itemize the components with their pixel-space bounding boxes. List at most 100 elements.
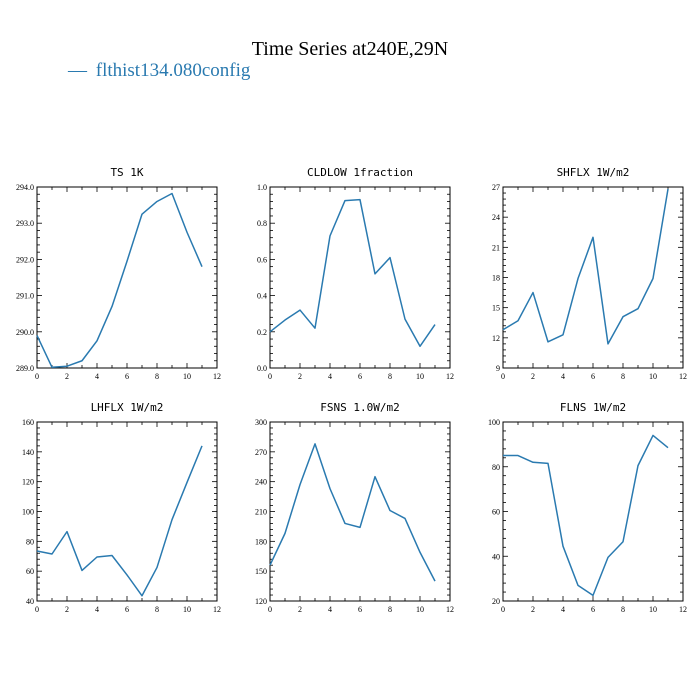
y-tick-label: 289.0 [16, 364, 34, 373]
x-tick-label: 0 [268, 605, 272, 614]
x-tick-label: 10 [183, 605, 191, 614]
y-tick-label: 9 [496, 364, 500, 373]
chart-panel-1: CLDLOW 1fraction 0 2 4 6 8 10 12 0.0 0.2 0.4 0.6 0.8… [257, 166, 454, 381]
series-line [269, 443, 436, 582]
figure-title: Time Series at240E,29N [252, 38, 448, 60]
panels: TS 1K0 2 4 6 8 10 12289.0290.0291.0292.0293.02… [16, 166, 687, 614]
x-tick-label: 4 [95, 372, 99, 381]
y-tick-label: 0.4 [257, 292, 267, 301]
x-tick-label: 4 [328, 372, 332, 381]
panel-title: FSNS 1.0W/m2 [320, 401, 399, 414]
x-tick-label: 10 [649, 605, 657, 614]
x-tick-label: 4 [561, 372, 565, 381]
y-tick-label: 270 [255, 448, 267, 457]
y-tick-label: 0.2 [257, 328, 267, 337]
y-tick-label: 180 [255, 537, 267, 546]
x-tick-label: 10 [183, 372, 191, 381]
x-tick-label: 4 [328, 605, 332, 614]
x-tick-label: 12 [679, 605, 687, 614]
x-tick-label: 2 [531, 372, 535, 381]
x-tick-label: 2 [298, 605, 302, 614]
panel-title: SHFLX 1W/m2 [557, 166, 630, 179]
x-tick-label: 12 [446, 372, 454, 381]
legend-entry: — flthist134.080config [67, 60, 251, 81]
x-tick-label: 8 [621, 372, 625, 381]
y-tick-label: 120 [255, 597, 267, 606]
y-tick-label: 21 [492, 243, 500, 252]
x-tick-label: 2 [65, 372, 69, 381]
y-tick-label: 210 [255, 508, 267, 517]
x-tick-label: 2 [298, 372, 302, 381]
chart-panel-4: FSNS 1.0W/m2 0 2 4 6 8 10 12 120 150 180 210 240 270 3… [255, 401, 454, 614]
x-tick-label: 0 [35, 605, 39, 614]
legend-label: flthist134.080config [96, 60, 251, 81]
panel-title: CLDLOW 1fraction [307, 166, 413, 179]
plot-frame [502, 421, 684, 602]
y-tick-label: 0.8 [257, 219, 267, 228]
x-tick-label: 0 [501, 372, 505, 381]
series-line [36, 445, 203, 597]
chart-panel-5: FLNS 1W/m2 0 2 4 6 8 10 12 20 40 60 80 100 [488, 401, 687, 614]
x-tick-label: 2 [531, 605, 535, 614]
x-tick-label: 10 [416, 605, 424, 614]
x-tick-label: 0 [268, 372, 272, 381]
x-tick-label: 6 [358, 372, 362, 381]
x-tick-label: 4 [561, 605, 565, 614]
x-tick-label: 4 [95, 605, 99, 614]
y-tick-label: 160 [22, 418, 34, 427]
y-tick-label: 290.0 [16, 328, 34, 337]
legend-line-marker: — [67, 60, 88, 81]
y-tick-label: 60 [26, 567, 34, 576]
y-tick-label: 24 [492, 213, 500, 222]
x-tick-label: 10 [649, 372, 657, 381]
x-tick-label: 6 [591, 372, 595, 381]
figure-legend: — flthist134.080config [67, 60, 251, 81]
x-tick-label: 12 [679, 372, 687, 381]
x-tick-label: 12 [213, 605, 221, 614]
y-tick-label: 15 [492, 304, 500, 313]
y-tick-label: 100 [22, 508, 34, 517]
x-tick-label: 6 [125, 605, 129, 614]
series-line [36, 192, 203, 369]
series-line [269, 198, 436, 348]
x-tick-label: 6 [125, 372, 129, 381]
x-tick-label: 8 [388, 372, 392, 381]
chart-panel-0: TS 1K 0 2 4 6 8 10 12 289.0 290.0 291.0 292.0 293.0 2… [16, 166, 221, 381]
y-tick-label: 40 [492, 552, 500, 561]
x-tick-label: 6 [591, 605, 595, 614]
x-tick-label: 12 [446, 605, 454, 614]
y-tick-label: 291.0 [16, 292, 34, 301]
y-tick-label: 18 [492, 274, 500, 283]
x-tick-label: 12 [213, 372, 221, 381]
plot-frame [36, 186, 218, 369]
y-tick-label: 27 [492, 183, 500, 192]
panel-title: FLNS 1W/m2 [560, 401, 626, 414]
x-tick-label: 6 [358, 605, 362, 614]
y-tick-label: 1.0 [257, 183, 267, 192]
y-tick-label: 80 [492, 463, 500, 472]
y-tick-label: 60 [492, 508, 500, 517]
plot-frame [269, 421, 451, 602]
chart-panel-3: LHFLX 1W/m2 0 2 4 6 8 10 12 40 60 80 100 120 140 160 [22, 401, 221, 614]
y-tick-label: 100 [488, 418, 500, 427]
y-tick-label: 140 [22, 448, 34, 457]
plot-frame [502, 186, 684, 369]
panel-title: TS 1K [110, 166, 143, 179]
y-tick-label: 150 [255, 567, 267, 576]
y-tick-label: 80 [26, 537, 34, 546]
x-tick-label: 0 [501, 605, 505, 614]
x-tick-label: 0 [35, 372, 39, 381]
x-tick-label: 8 [388, 605, 392, 614]
y-tick-label: 240 [255, 478, 267, 487]
x-tick-label: 8 [155, 372, 159, 381]
y-tick-label: 20 [492, 597, 500, 606]
x-tick-label: 10 [416, 372, 424, 381]
y-tick-label: 0.6 [257, 255, 267, 264]
panel-title: LHFLX 1W/m2 [91, 401, 164, 414]
y-tick-label: 293.0 [16, 219, 34, 228]
series-line [502, 188, 669, 345]
y-tick-label: 12 [492, 334, 500, 343]
x-tick-label: 2 [65, 605, 69, 614]
